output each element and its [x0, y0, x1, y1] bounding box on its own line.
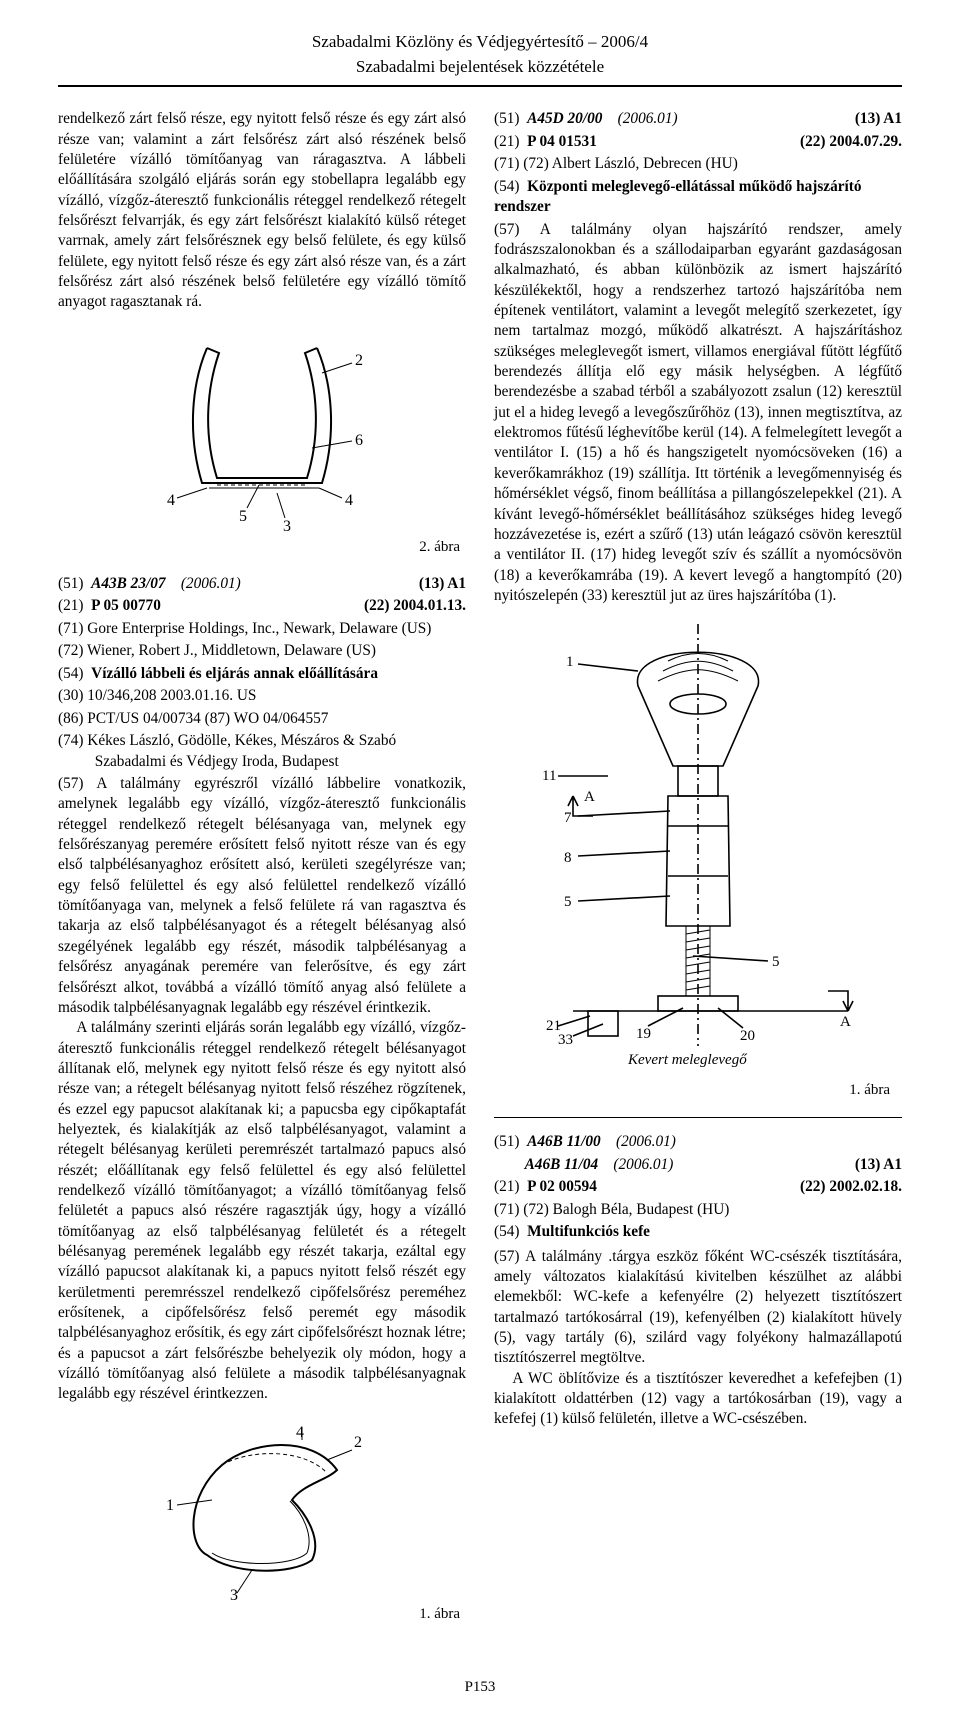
bib-86: (86) PCT/US 04/00734 (87) WO 04/064557: [58, 709, 466, 729]
svg-text:1: 1: [166, 1497, 174, 1514]
r2-bib-51a: (51) A46B 11/00 (2006.01): [494, 1132, 902, 1152]
bib-72: (72) Wiener, Robert J., Middletown, Dela…: [58, 641, 466, 661]
r1-bib-51: (51) A45D 20/00 (2006.01) (13) A1: [494, 109, 902, 129]
svg-text:3: 3: [230, 1587, 238, 1600]
left-abstract-1: (57) A találmány egyrészről vízálló lább…: [58, 774, 466, 1018]
svg-text:7: 7: [564, 810, 572, 826]
right-abstract-2a: (57) A találmány .tárgya eszköz főként W…: [494, 1247, 902, 1369]
svg-text:11: 11: [542, 768, 556, 784]
svg-text:A: A: [584, 789, 595, 805]
r1-bib-54: (54) Központi meleglevegő-ellátással műk…: [494, 177, 902, 218]
bib-51: (51) A43B 23/07 (2006.01) (13) A1: [58, 574, 466, 594]
header-line-1: Szabadalmi Közlöny és Védjegyértesítő – …: [58, 30, 902, 55]
svg-text:4: 4: [296, 1425, 304, 1441]
svg-text:2: 2: [355, 352, 363, 369]
svg-text:8: 8: [564, 850, 572, 866]
svg-text:20: 20: [740, 1028, 755, 1044]
svg-text:5: 5: [772, 954, 780, 970]
left-continued-abstract: rendelkező zárt felső része, egy nyitott…: [58, 109, 466, 312]
fig-caption-1abra-right: 1. ábra: [494, 1082, 890, 1099]
svg-text:33: 33: [558, 1032, 573, 1048]
figure-u-shape: 2 6 4 4 5 3: [147, 333, 377, 533]
right-abstract-1: (57) A találmány olyan hajszárító rendsz…: [494, 220, 902, 607]
right-column: (51) A45D 20/00 (2006.01) (13) A1 (21) P…: [494, 109, 902, 1640]
figure-dryer: 1 11 A 7 8 5 5 19 20 21 33 A Kevert mele…: [518, 616, 878, 1076]
bib-30: (30) 10/346,208 2003.01.16. US: [58, 686, 466, 706]
svg-text:5: 5: [564, 894, 572, 910]
r2-bib-54: (54) Multifunkciós kefe: [494, 1222, 902, 1242]
bib-54: (54) Vízálló lábbeli és eljárás annak el…: [58, 664, 466, 684]
svg-text:5: 5: [239, 508, 247, 525]
r2-bib-21: (21) P 02 00594 (22) 2002.02.18.: [494, 1177, 902, 1197]
svg-text:6: 6: [355, 432, 363, 449]
bib-74: (74) Kékes László, Gödölle, Kékes, Mészá…: [58, 731, 466, 772]
svg-text:4: 4: [167, 492, 175, 509]
svg-text:A: A: [840, 1014, 851, 1030]
r2-bib-71: (71) (72) Balogh Béla, Budapest (HU): [494, 1200, 902, 1220]
header-line-2: Szabadalmi bejelentések közzététele: [58, 55, 902, 80]
right-abstract-2b: A WC öblítővize és a tisztítószer kevere…: [494, 1369, 902, 1430]
r2-bib-51b: A46B 11/04 (2006.01) (13) A1: [494, 1155, 902, 1175]
r1-bib-71: (71) (72) Albert László, Debrecen (HU): [494, 154, 902, 174]
bib-21: (21) P 05 00770 (22) 2004.01.13.: [58, 596, 466, 616]
fig-caption-1abra-left: 1. ábra: [58, 1606, 460, 1623]
svg-text:3: 3: [283, 518, 291, 533]
svg-text:Kevert meleglevegő: Kevert meleglevegő: [627, 1052, 748, 1068]
svg-text:1: 1: [566, 654, 574, 670]
svg-text:4: 4: [345, 492, 353, 509]
separator-rule: [494, 1117, 902, 1118]
figure-shoe: 1 2 3 4: [152, 1425, 372, 1600]
left-column: rendelkező zárt felső része, egy nyitott…: [58, 109, 466, 1640]
svg-text:19: 19: [636, 1026, 651, 1042]
bib-71: (71) Gore Enterprise Holdings, Inc., New…: [58, 619, 466, 639]
fig-caption-2abra: 2. ábra: [58, 539, 460, 556]
svg-text:2: 2: [354, 1434, 362, 1451]
page-number: P153: [58, 1679, 902, 1696]
r1-bib-21: (21) P 04 01531 (22) 2004.07.29.: [494, 132, 902, 152]
left-abstract-2: A találmány szerinti eljárás során legal…: [58, 1018, 466, 1405]
header-rule: [58, 85, 902, 87]
